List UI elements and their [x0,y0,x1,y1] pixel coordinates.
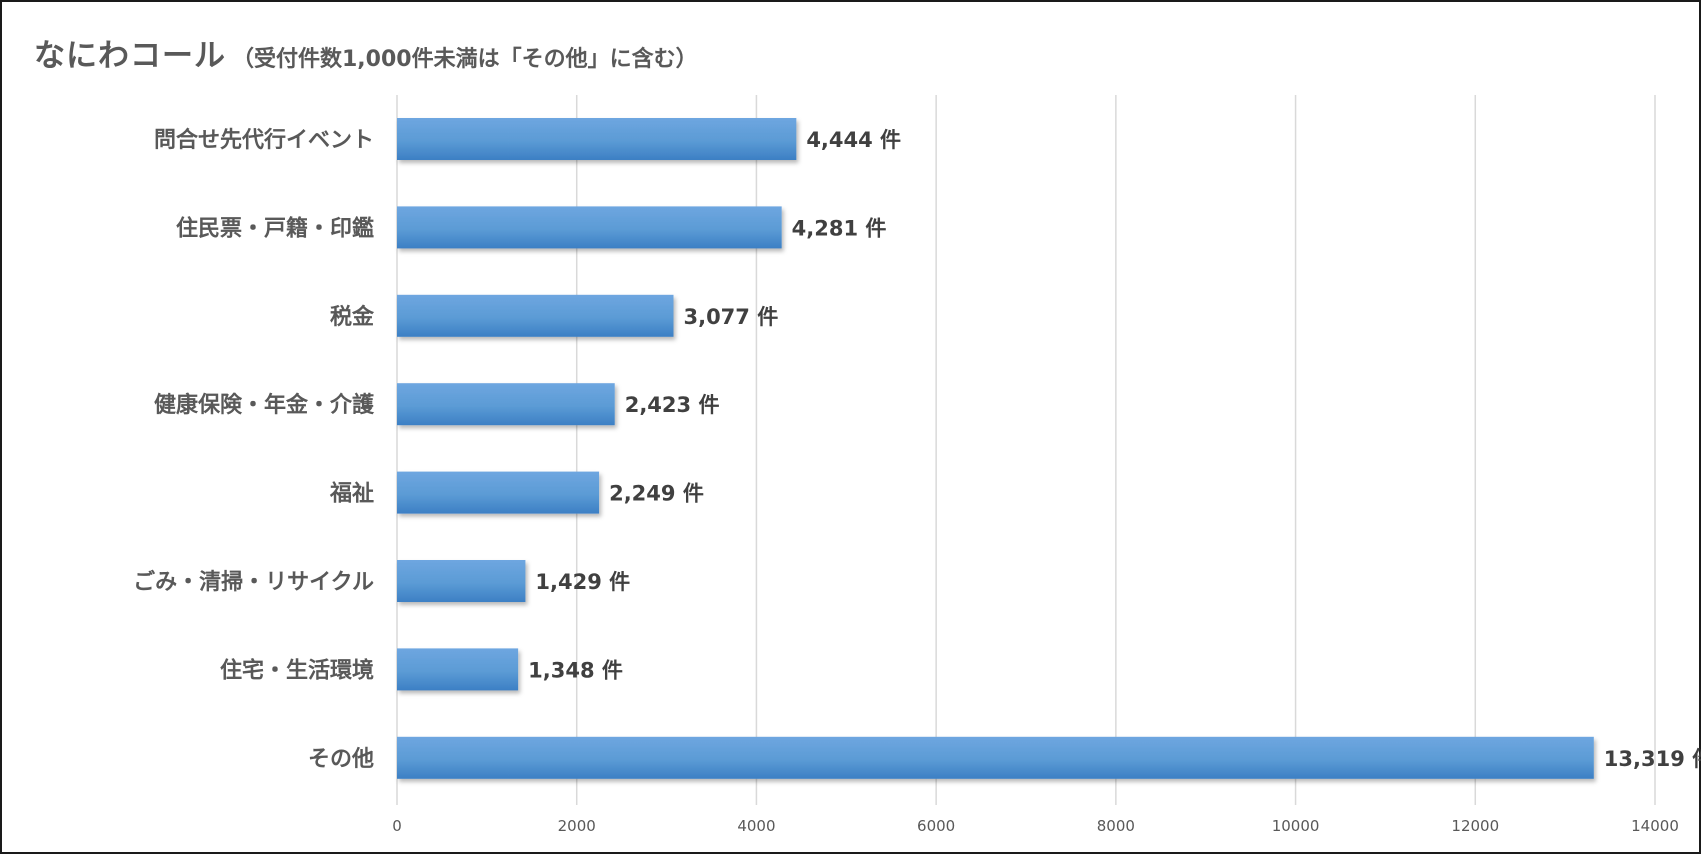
bar [397,471,600,514]
data-label: 4,281 件 [792,216,887,240]
bar [397,648,519,691]
bar [397,118,797,160]
category-label: 福祉 [329,482,374,507]
chart-title-sub: （受付件数1,000件未満は「その他」に含む） [232,47,698,72]
data-label: 1,348 件 [528,658,623,682]
data-label: 2,423 件 [625,393,720,417]
chart-title-main: なにわコール [34,38,226,74]
x-tick-label: 4000 [737,817,775,835]
x-tick-label: 14000 [1631,817,1679,835]
category-label: 税金 [330,304,375,330]
data-label: 2,249 件 [609,482,704,506]
x-tick-label: 8000 [1097,817,1135,835]
x-tick-label: 2000 [558,817,596,835]
category-label: ごみ・清掃・リサイクル [133,569,374,595]
bar [397,383,615,426]
category-label: 健康保険・年金・介護 [154,392,375,418]
x-tick-label: 0 [392,817,402,835]
data-label: 3,077 件 [683,305,778,329]
data-label: 13,319 件 [1604,747,1701,771]
bar [397,560,526,602]
x-tick-label: 12000 [1451,817,1499,835]
x-tick-label: 10000 [1272,817,1320,835]
category-label: 住民票・戸籍・印鑑 [176,215,374,241]
bar [397,206,782,249]
category-label: 問合せ先代行イベント [154,127,374,153]
category-label: 住宅・生活環境 [220,657,374,683]
x-tick-label: 6000 [917,817,955,835]
category-label: その他 [308,747,374,772]
bar [397,294,674,337]
labels: 0 2000 4000 6000 8000 10000 12000 14000 問合せ先代行イベ… [133,127,1701,835]
gridlines [396,95,1656,805]
chart-title: なにわコール （受付件数1,000件未満は「その他」に含む） [34,30,698,75]
bars [397,118,1594,779]
data-label: 4,444 件 [806,128,901,152]
bar [397,736,1594,779]
data-label: 1,429 件 [535,570,630,594]
